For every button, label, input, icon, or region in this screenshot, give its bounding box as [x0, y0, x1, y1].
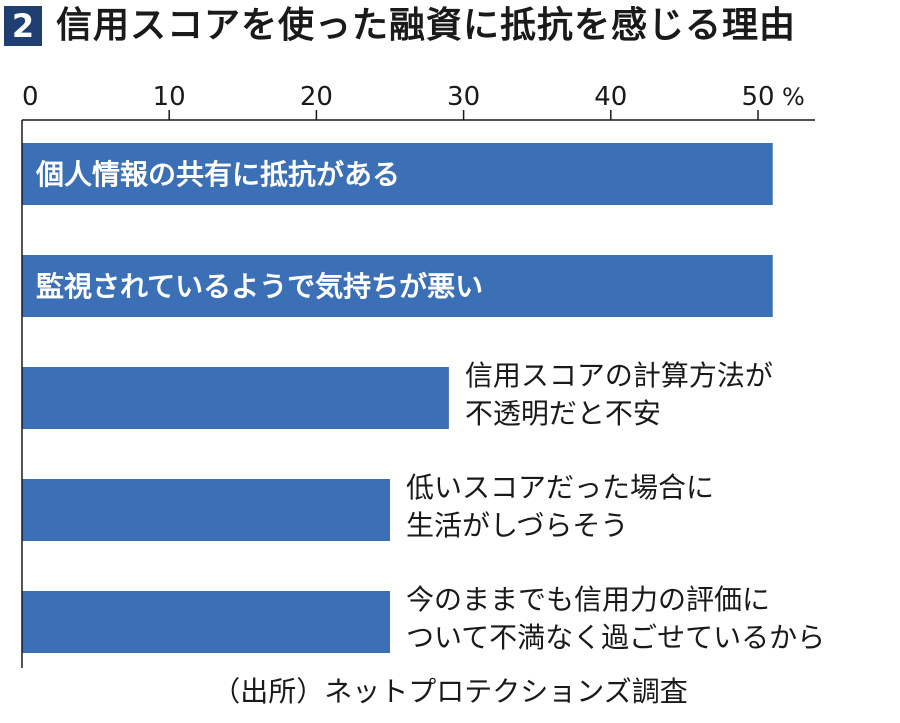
bar — [22, 591, 390, 653]
bar-category-label: 生活がしづらそう — [406, 509, 628, 542]
chart-header: 2 信用スコアを使った融資に抵抗を感じる理由 — [0, 0, 900, 56]
bar — [22, 143, 773, 205]
bar-category-label: 信用スコアの計算方法が — [465, 359, 773, 392]
bar — [22, 255, 773, 317]
x-unit-label: % — [782, 83, 805, 111]
source-note: （出所）ネットプロテクションズ調査 — [212, 675, 688, 708]
x-tick-label: 40 — [594, 82, 627, 112]
bar-category-label: 個人情報の共有に抵抗がある — [35, 158, 400, 191]
bar-category-label: 監視されているようで気持ちが悪い — [36, 270, 483, 303]
x-tick-label: 50 — [741, 82, 774, 112]
bar — [22, 367, 449, 429]
x-tick-label: 10 — [153, 82, 186, 112]
bar-category-label: ついて不満なく過ごせているから — [406, 621, 825, 654]
bar-category-label: 不透明だと不安 — [465, 397, 661, 430]
bar-category-label: 低いスコアだった場合に — [406, 471, 714, 504]
x-tick-label: 0 — [22, 82, 39, 112]
x-tick-label: 30 — [447, 82, 480, 112]
bar — [22, 479, 390, 541]
x-tick-label: 20 — [300, 82, 333, 112]
bar-category-label: 今のままでも信用力の評価に — [406, 583, 770, 616]
chart-title: 信用スコアを使った融資に抵抗を感じる理由 — [56, 5, 797, 46]
figure-number-badge: 2 — [4, 6, 42, 46]
